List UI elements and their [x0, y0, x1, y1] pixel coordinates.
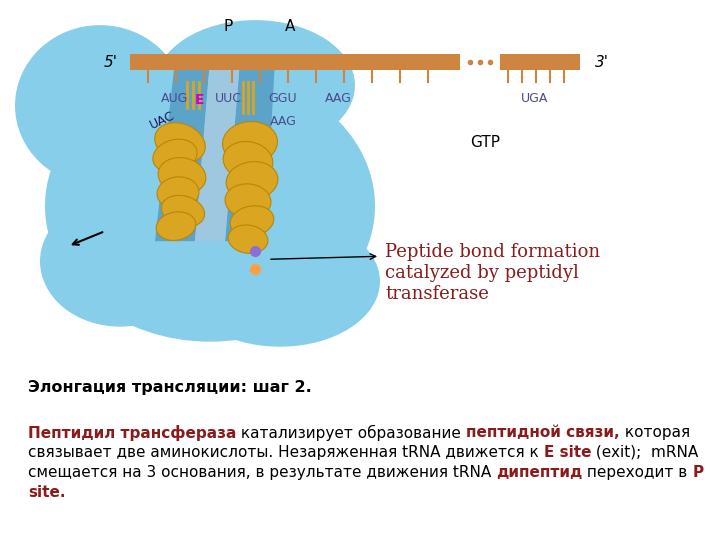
Text: site.: site. [28, 484, 66, 500]
Ellipse shape [15, 25, 185, 186]
Ellipse shape [153, 139, 197, 172]
Text: P: P [223, 19, 233, 34]
Polygon shape [225, 60, 275, 241]
Text: P: P [693, 465, 703, 480]
Ellipse shape [161, 195, 204, 227]
Polygon shape [155, 60, 210, 241]
Ellipse shape [155, 20, 355, 151]
Ellipse shape [40, 196, 200, 327]
Text: 3': 3' [595, 55, 609, 70]
Text: AAG: AAG [269, 114, 297, 127]
Text: AUG: AUG [161, 92, 189, 105]
Ellipse shape [157, 177, 199, 209]
Text: UGA: UGA [521, 92, 549, 105]
Text: которая: которая [620, 425, 690, 440]
Text: катализирует образование: катализирует образование [236, 425, 466, 441]
Text: GGU: GGU [269, 92, 297, 105]
Text: Элонгация трансляции: шаг 2.: Элонгация трансляции: шаг 2. [28, 380, 312, 395]
Text: связывает две аминокислоты. Незаряженная tRNA движется к: связывает две аминокислоты. Незаряженная… [28, 445, 544, 460]
Polygon shape [195, 60, 240, 241]
Text: дипептид: дипептид [496, 465, 582, 480]
Text: E site: E site [544, 445, 591, 460]
Text: UUC: UUC [215, 92, 241, 105]
Text: Пептидил трансфераза: Пептидил трансфераза [28, 425, 236, 441]
Ellipse shape [230, 206, 274, 237]
Ellipse shape [155, 123, 205, 163]
Text: 5': 5' [104, 55, 118, 70]
Text: AAG: AAG [325, 92, 351, 105]
Ellipse shape [228, 225, 268, 253]
Text: (exit);  mRNA: (exit); mRNA [591, 445, 698, 460]
Text: GTP: GTP [470, 135, 500, 150]
Text: Peptide bond formation
catalyzed by peptidyl
transferase: Peptide bond formation catalyzed by pept… [385, 243, 600, 303]
FancyBboxPatch shape [130, 54, 460, 70]
Ellipse shape [223, 141, 273, 180]
Ellipse shape [225, 184, 271, 218]
Text: E: E [195, 93, 204, 107]
Text: смещается на 3 основания, в результате движения tRNA: смещается на 3 основания, в результате д… [28, 465, 496, 480]
FancyBboxPatch shape [500, 54, 580, 70]
Text: A: A [285, 19, 295, 34]
Ellipse shape [222, 122, 277, 164]
Ellipse shape [156, 212, 196, 240]
Ellipse shape [180, 216, 380, 347]
Text: переходит в: переходит в [582, 465, 693, 480]
Text: пептидной связи,: пептидной связи, [466, 425, 620, 440]
Text: UAC: UAC [148, 109, 176, 132]
Ellipse shape [45, 70, 375, 342]
Ellipse shape [226, 161, 278, 200]
Ellipse shape [158, 158, 206, 194]
